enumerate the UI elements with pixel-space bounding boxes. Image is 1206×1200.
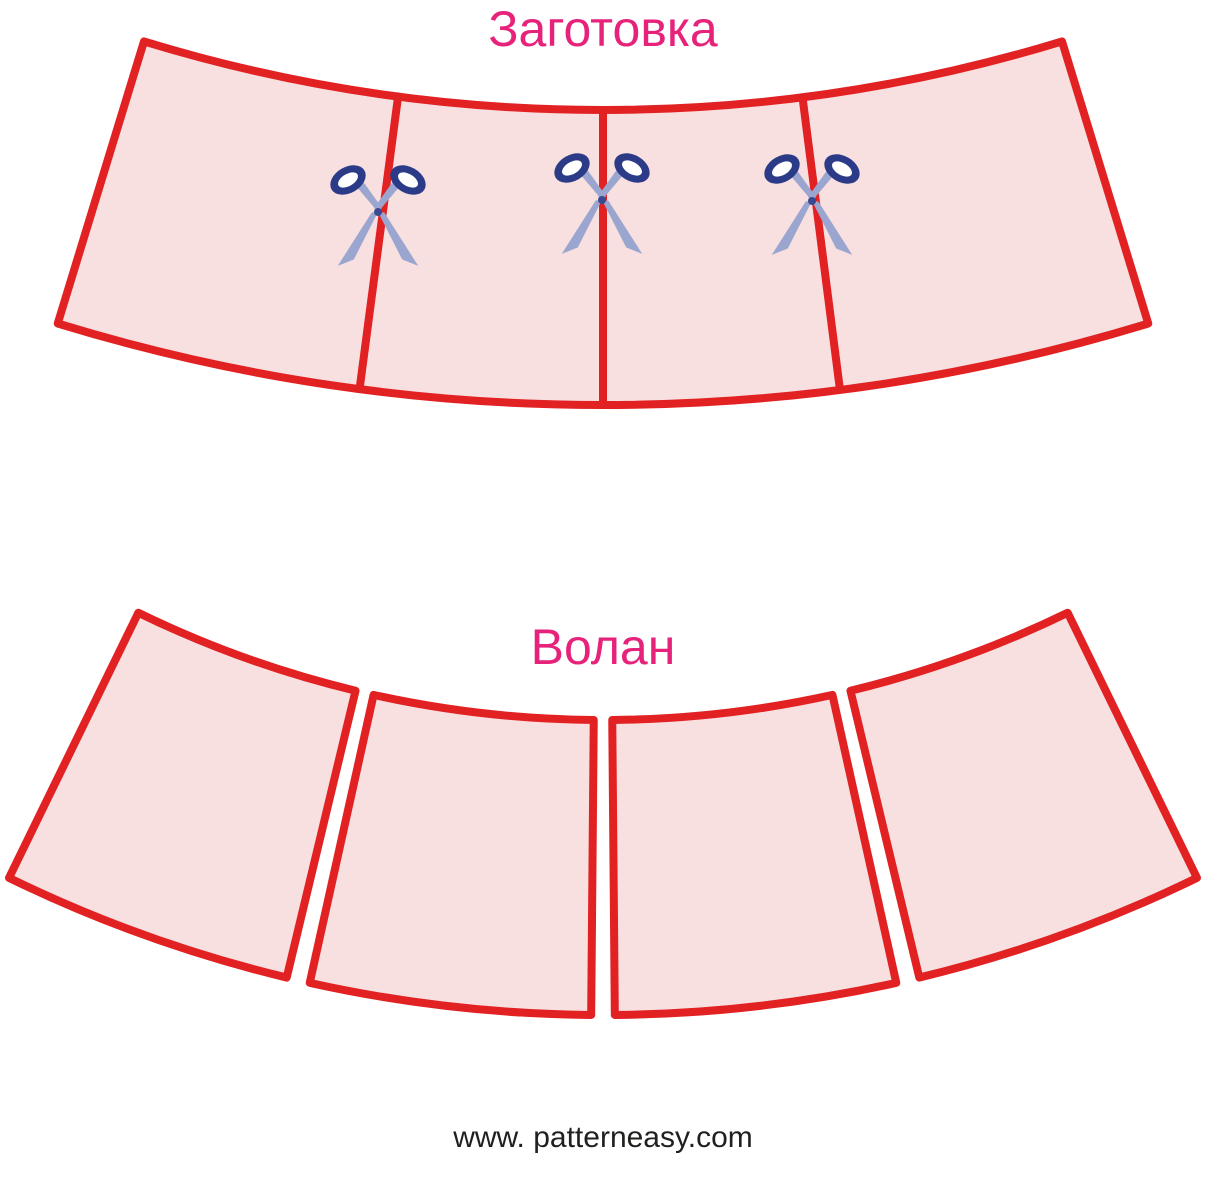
volan-panel-0 [850,613,1197,978]
volan-panel-3 [9,613,356,978]
diagram-zagotovka [58,41,1149,405]
diagram-volan [9,613,1197,1015]
volan-panel-1 [612,695,896,1015]
volan-panel-2 [310,695,594,1015]
diagram-canvas [0,0,1206,1200]
